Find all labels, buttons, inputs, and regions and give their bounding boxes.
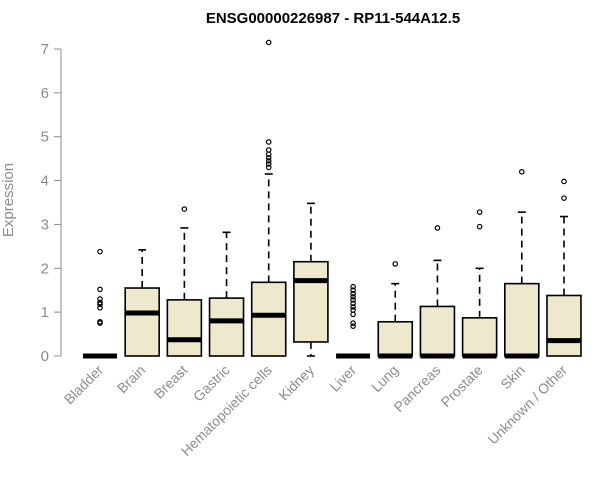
outlier-point [392, 261, 399, 267]
iqr-box [377, 320, 414, 357]
x-tick-label: Kidney [275, 362, 317, 404]
outlier-point [97, 318, 103, 325]
outlier-point [350, 304, 356, 310]
outlier-point [434, 225, 441, 231]
outlier-point [350, 283, 356, 290]
outlier-point [350, 293, 356, 300]
outlier-point [265, 161, 272, 167]
outlier-point [350, 323, 356, 329]
iqr-box [546, 294, 582, 357]
y-tick-label: 4 [41, 173, 49, 190]
outlier-point [561, 178, 567, 185]
chart-title: ENSG00000226987 - RP11-544A12.5 [206, 10, 460, 27]
outlier-point [97, 299, 103, 306]
y-tick-label: 3 [41, 216, 49, 233]
outlier-point [350, 287, 356, 294]
box-brain [124, 249, 160, 357]
outlier-point [350, 290, 356, 297]
y-tick-label: 1 [41, 304, 49, 321]
outlier-point [265, 147, 272, 153]
outlier-point [97, 301, 103, 308]
x-tick-label: Prostate [438, 362, 486, 410]
outlier-point [265, 164, 272, 171]
box-bladder [83, 248, 117, 359]
x-tick-label: Breast [151, 362, 191, 402]
x-tick-label: Skin [497, 362, 528, 393]
iqr-box [250, 281, 287, 357]
box-lung [377, 261, 414, 359]
iqr-box [461, 317, 498, 357]
box-kidney [293, 202, 329, 357]
box-pancreas [419, 225, 456, 359]
iqr-box [419, 305, 456, 357]
iqr-box [124, 287, 160, 357]
outlier-point [518, 169, 525, 175]
box-breast [166, 206, 203, 357]
iqr-box [503, 282, 540, 357]
outlier-point [181, 206, 188, 212]
outlier-point [476, 209, 483, 215]
outlier-point [561, 195, 567, 201]
iqr-box [166, 299, 203, 357]
box-hematopoietic-cells [250, 39, 287, 357]
outlier-point [350, 297, 356, 303]
box-liver [336, 283, 371, 359]
boxes-group [83, 39, 582, 359]
y-tick-label: 2 [41, 260, 49, 277]
outlier-point [265, 158, 272, 164]
outlier-point [265, 154, 272, 161]
box-unknown-other [546, 178, 582, 357]
y-tick-label: 6 [41, 85, 49, 102]
x-tick-label: Pancreas [390, 362, 443, 415]
y-axis: 0 1 2 3 4 5 6 7 [41, 41, 62, 365]
y-axis-label: Expression [0, 163, 17, 237]
outlier-point [350, 300, 356, 307]
outlier-point [476, 223, 483, 230]
outlier-point [97, 296, 103, 302]
x-tick-label: Brain [114, 362, 148, 396]
outlier-point [350, 320, 356, 326]
x-tick-label: Liver [326, 362, 359, 395]
outlier-point [265, 39, 272, 46]
box-gastric [208, 231, 245, 357]
y-tick-label: 5 [41, 129, 49, 146]
box-prostate [461, 209, 498, 359]
outlier-point [97, 286, 103, 293]
outlier-point [350, 311, 356, 318]
outlier-point [350, 307, 356, 313]
iqr-box [293, 260, 329, 343]
x-tick-label: Unknown / Other [484, 362, 570, 448]
iqr-box [208, 297, 245, 357]
outlier-point [97, 304, 103, 311]
y-tick-label: 7 [41, 41, 49, 58]
outlier-point [97, 248, 103, 255]
box-skin [503, 169, 540, 359]
x-tick-label: Lung [368, 362, 401, 395]
outlier-point [265, 139, 272, 145]
x-tick-label: Bladder [61, 362, 107, 408]
y-tick-label: 0 [41, 348, 49, 365]
